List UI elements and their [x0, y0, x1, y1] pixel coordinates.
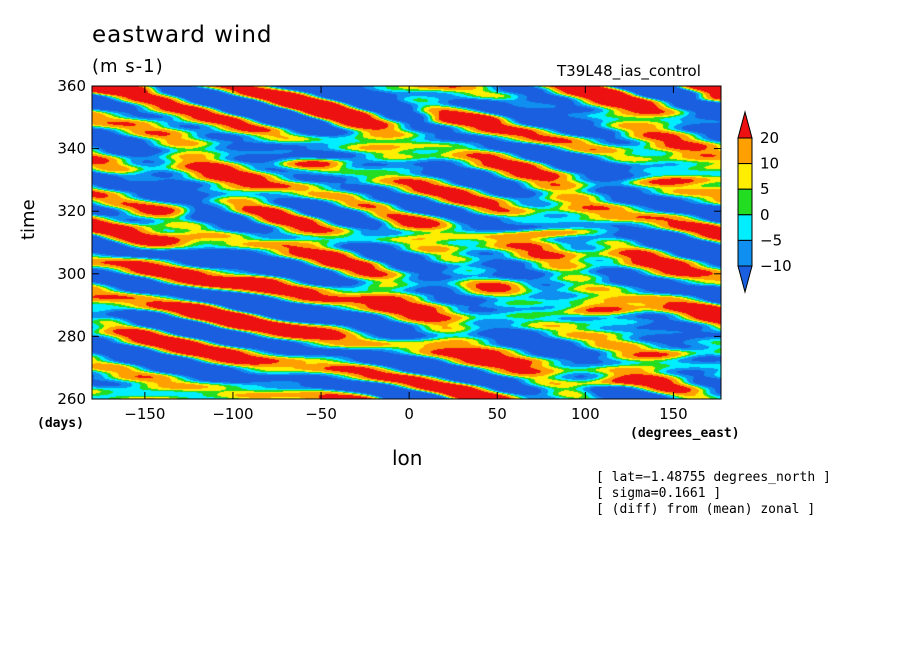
- colorbar-segment: [737, 163, 753, 190]
- chart-title: eastward wind: [92, 22, 273, 48]
- colorbar-label: 0: [760, 206, 770, 224]
- colorbar-segment: [737, 137, 753, 165]
- y-tick-label: 300: [57, 265, 86, 283]
- colorbar-max-arrow: [737, 110, 753, 139]
- x-tick-label: −50: [305, 405, 337, 423]
- x-tick-label: −100: [212, 405, 253, 423]
- colorbar-label: 5: [760, 180, 770, 198]
- colorbar-segment: [737, 239, 753, 267]
- colorbar-label: −5: [760, 231, 782, 249]
- x-tick-label: 100: [571, 405, 600, 423]
- x-axis-label: lon: [392, 446, 423, 470]
- colorbar-segment: [737, 188, 753, 216]
- y-tick-label: 340: [57, 140, 86, 158]
- plot-frame: [91, 85, 722, 400]
- note-sigma: [ sigma=0.1661 ]: [596, 486, 722, 501]
- y-tick-label: 280: [57, 327, 86, 345]
- colorbar-label: 20: [760, 129, 779, 147]
- x-tick-label: 150: [659, 405, 688, 423]
- y-axis-label: time: [18, 199, 39, 240]
- run-label: T39L48_ias_control: [557, 62, 701, 80]
- colorbar-label: −10: [760, 257, 792, 275]
- y-axis-unit: (days): [37, 416, 84, 431]
- note-diff: [ (diff) from (mean) zonal ]: [596, 502, 816, 517]
- y-tick-label: 260: [57, 390, 86, 408]
- x-tick-label: −150: [124, 405, 165, 423]
- colorbar-label: 10: [760, 155, 779, 173]
- y-tick-label: 320: [57, 202, 86, 220]
- x-tick-label: 0: [404, 405, 414, 423]
- note-lat: [ lat=−1.48755 degrees_north ]: [596, 470, 831, 485]
- heatmap-field: [92, 86, 721, 399]
- heatmap-raster: [92, 86, 721, 399]
- y-tick-label: 360: [57, 77, 86, 95]
- colorbar: 20 10 5 0 −5 −10: [737, 110, 792, 294]
- chart-units: (m s-1): [92, 56, 164, 77]
- colorbar-min-arrow: [737, 265, 753, 294]
- axes: −150 −100 −50 0 50 100 150 260 280 300 320 340 360: [57, 77, 721, 423]
- x-axis-unit: (degrees_east): [630, 426, 740, 441]
- x-tick-label: 50: [488, 405, 507, 423]
- colorbar-segment: [737, 214, 753, 241]
